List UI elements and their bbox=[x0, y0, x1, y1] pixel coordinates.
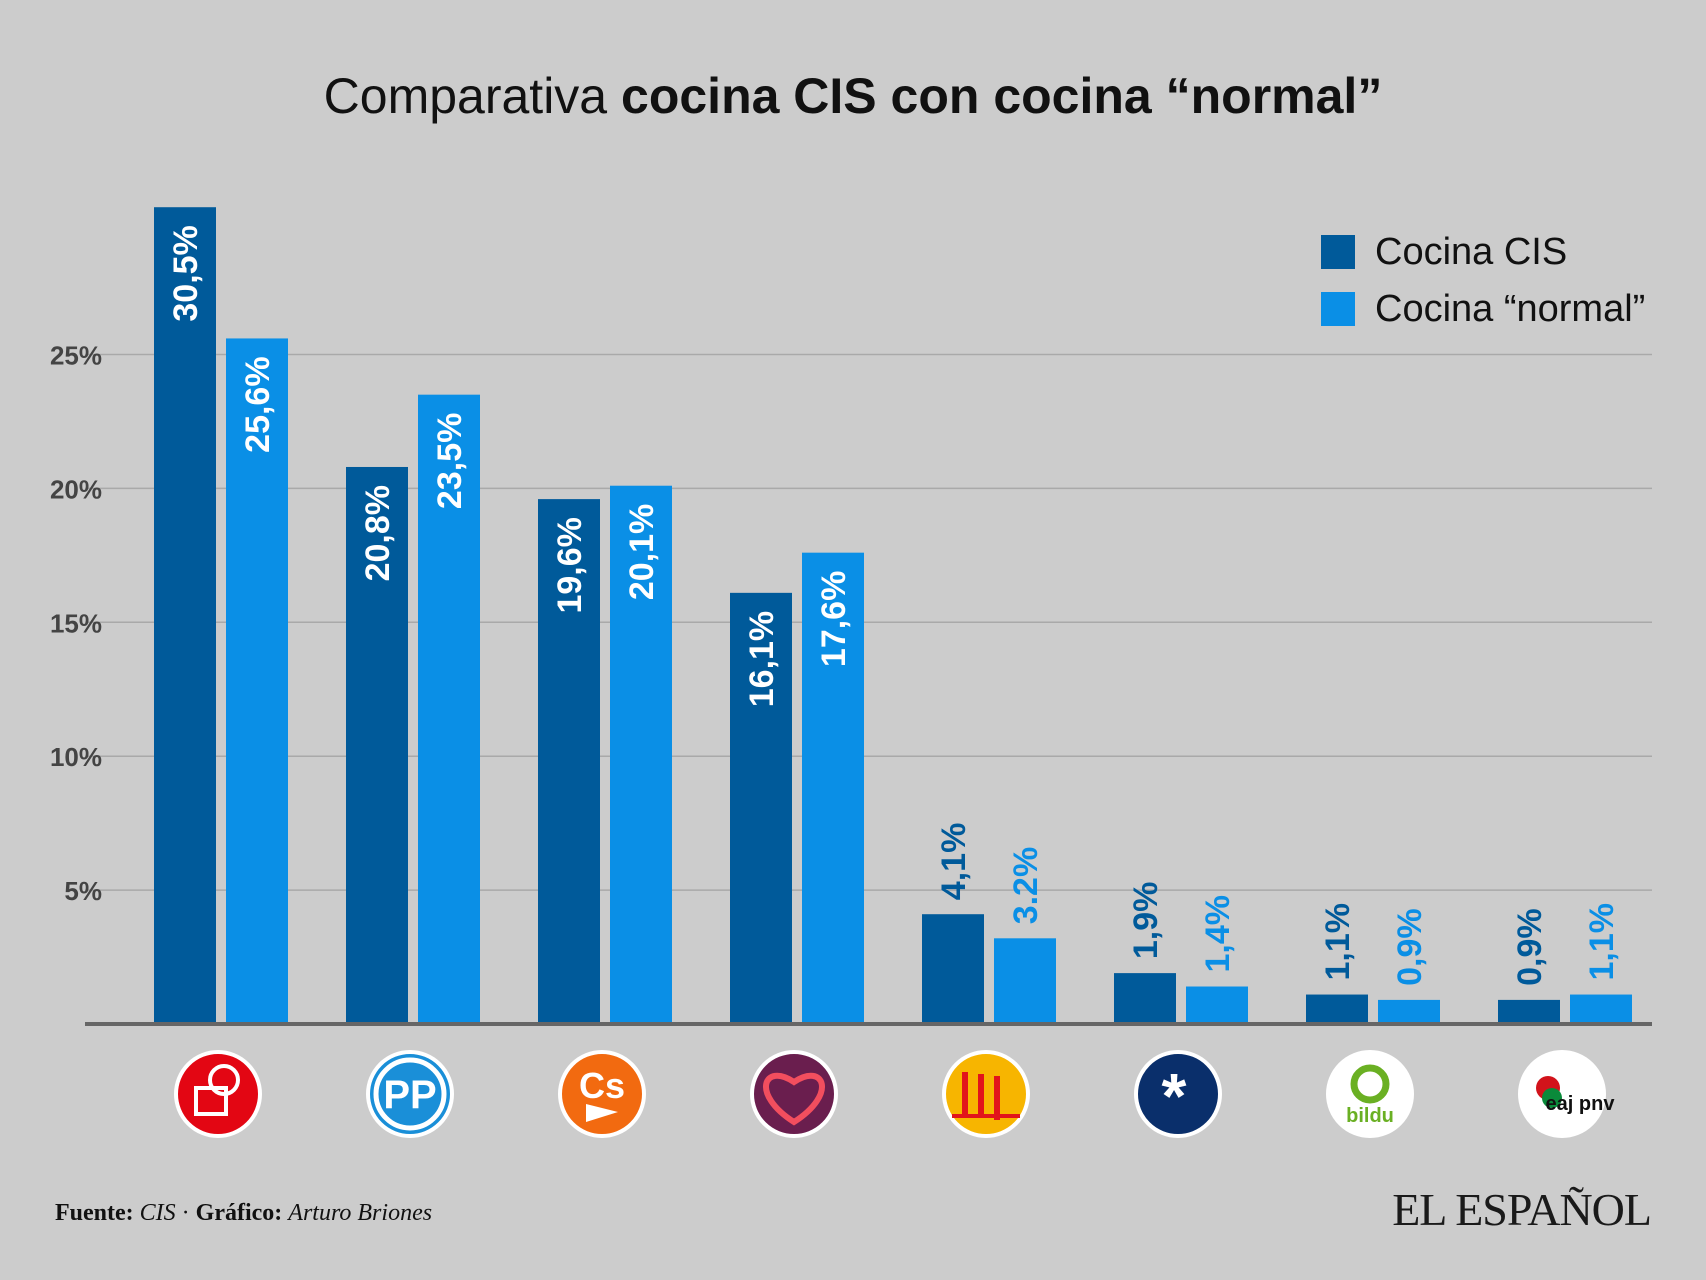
bar-data-label: 0,9% bbox=[1391, 908, 1429, 986]
graphic-value: Arturo Briones bbox=[288, 1200, 433, 1226]
legend: Cocina CIS Cocina “normal” bbox=[1321, 231, 1645, 330]
bar-data-label: 1,1% bbox=[1583, 903, 1621, 981]
bar bbox=[1114, 973, 1176, 1024]
bar bbox=[346, 466, 408, 1024]
pp-ring bbox=[373, 1057, 447, 1131]
psoe-logo-icon bbox=[174, 1050, 262, 1138]
pnv-mark-green bbox=[1542, 1088, 1562, 1108]
bar bbox=[1186, 986, 1248, 1024]
bar bbox=[226, 338, 288, 1024]
logo-text: PP bbox=[383, 1073, 436, 1117]
bar-data-label: 30,5% bbox=[167, 225, 205, 321]
logo-circle bbox=[1326, 1050, 1414, 1138]
rose-shape bbox=[208, 1064, 240, 1096]
source-label: Fuente: bbox=[55, 1200, 134, 1226]
bar bbox=[802, 552, 864, 1024]
erc-stripe bbox=[994, 1076, 1000, 1120]
legend-label: Cocina CIS bbox=[1375, 231, 1567, 273]
bar-data-label: 16,1% bbox=[743, 611, 781, 707]
erc-stripe bbox=[978, 1074, 984, 1118]
y-tick-label: 5% bbox=[64, 876, 102, 906]
bar bbox=[538, 499, 600, 1024]
cs-logo-icon: Cs bbox=[558, 1050, 646, 1138]
brand-logo: EL ESPAÑOL bbox=[1392, 1184, 1652, 1235]
bar-data-label: 3.2% bbox=[1007, 847, 1045, 925]
chart-title-bold: cocina CIS con cocina “normal” bbox=[621, 68, 1382, 124]
bar-data-label: 17,6% bbox=[815, 571, 853, 667]
bar-data-label: 1,4% bbox=[1199, 895, 1237, 973]
gridlines bbox=[85, 353, 1652, 891]
podemos-logo-icon bbox=[750, 1050, 838, 1138]
legend-swatch bbox=[1321, 235, 1355, 269]
chart-title: Comparativa cocina CIS con cocina “norma… bbox=[324, 68, 1383, 124]
erc-stripe bbox=[962, 1072, 968, 1116]
bar-data-label: 23,5% bbox=[431, 413, 469, 509]
logo-circle bbox=[1134, 1050, 1222, 1138]
y-tick-label: 25% bbox=[50, 341, 102, 371]
logo-text: eaj pnv bbox=[1546, 1093, 1616, 1115]
bar-data-label: 1,9% bbox=[1127, 882, 1165, 960]
logo-circle bbox=[942, 1050, 1030, 1138]
bar bbox=[1306, 994, 1368, 1024]
footer-credits: Fuente: CIS · Gráfico: Arturo Briones bbox=[55, 1200, 432, 1227]
chart-title-prefix: Comparativa bbox=[324, 68, 621, 124]
erc-logo-icon bbox=[942, 1050, 1030, 1138]
logo-circle bbox=[750, 1050, 838, 1138]
bar bbox=[730, 592, 792, 1024]
bar-data-label: 0,9% bbox=[1511, 908, 1549, 986]
legend-swatch bbox=[1321, 292, 1355, 326]
bar bbox=[418, 394, 480, 1024]
y-tick-label: 10% bbox=[50, 742, 102, 772]
bildu-logo-icon: bildu bbox=[1326, 1050, 1414, 1138]
bar bbox=[610, 485, 672, 1024]
logo-circle bbox=[1518, 1050, 1606, 1138]
bar-data-label: 20,1% bbox=[623, 504, 661, 600]
party-logos: PP Cs * bildu eaj pnv bbox=[174, 1050, 1616, 1138]
bar-data-label: 1,1% bbox=[1319, 903, 1357, 981]
y-tick-label: 15% bbox=[50, 608, 102, 638]
jxcat-logo-icon: * bbox=[1134, 1050, 1222, 1138]
bar bbox=[994, 938, 1056, 1024]
logo-circle bbox=[366, 1050, 454, 1138]
y-tick-label: 20% bbox=[50, 474, 102, 504]
bar bbox=[1570, 994, 1632, 1024]
asterisk-glyph: * bbox=[1162, 1060, 1187, 1132]
bar-data-label: 25,6% bbox=[239, 356, 277, 452]
bar-data-label: 19,6% bbox=[551, 517, 589, 613]
logo-text: Cs bbox=[579, 1065, 625, 1106]
bar bbox=[1378, 999, 1440, 1024]
y-axis: 5% 10% 15% 20% 25% bbox=[50, 341, 102, 907]
legend-label: Cocina “normal” bbox=[1375, 288, 1645, 330]
pp-logo-icon: PP bbox=[366, 1050, 454, 1138]
bildu-swirl bbox=[1350, 1064, 1390, 1104]
logo-circle bbox=[558, 1050, 646, 1138]
bar-data-label: 4,1% bbox=[935, 823, 973, 901]
footer-separator: · bbox=[175, 1200, 196, 1226]
cs-arrow bbox=[586, 1104, 618, 1122]
heart-shape bbox=[763, 1072, 825, 1126]
bars: 30,5% 25,6% 20,8% 23,5% 19,6% 20,1% 16,1% 17,6%… bbox=[154, 207, 1632, 1024]
bar bbox=[1498, 999, 1560, 1024]
bar bbox=[922, 914, 984, 1024]
pnv-logo-icon: eaj pnv bbox=[1518, 1050, 1616, 1138]
graphic-label: Gráfico: bbox=[195, 1200, 283, 1226]
bar-data-label: 20,8% bbox=[359, 485, 397, 581]
source-value: CIS bbox=[139, 1200, 176, 1226]
logo-text: bildu bbox=[1346, 1105, 1394, 1127]
bar bbox=[154, 207, 216, 1024]
